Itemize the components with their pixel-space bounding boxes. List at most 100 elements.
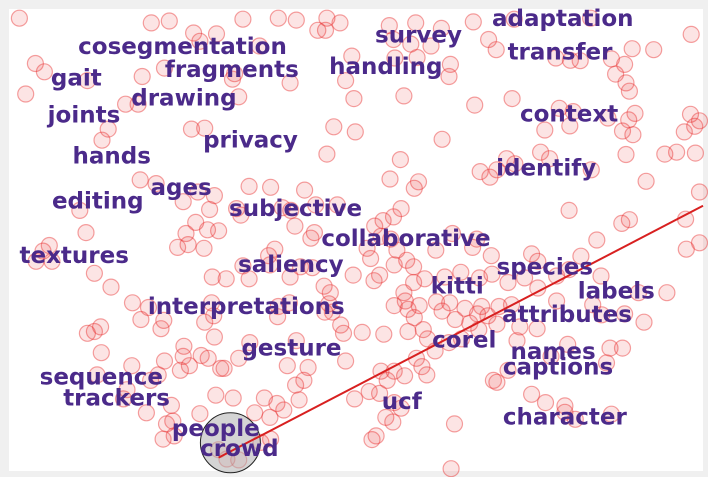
data-point <box>384 208 403 226</box>
data-point <box>464 238 482 256</box>
data-point <box>92 344 110 362</box>
data-point <box>303 259 321 277</box>
data-point <box>629 284 648 302</box>
data-point <box>602 50 621 68</box>
word-label: fragments <box>165 57 299 83</box>
data-point <box>232 206 250 224</box>
data-point <box>572 247 590 265</box>
data-point <box>196 119 214 137</box>
data-point <box>10 9 28 27</box>
data-point <box>346 390 364 408</box>
data-point <box>154 430 172 448</box>
word-label: adaptation <box>492 6 634 32</box>
data-point <box>381 170 399 188</box>
data-point <box>536 394 555 412</box>
data-point <box>378 371 396 389</box>
data-point <box>410 297 428 315</box>
data-point <box>307 196 325 214</box>
data-point <box>418 366 436 384</box>
data-point <box>480 30 498 49</box>
word-label: ucf <box>382 389 423 415</box>
data-point <box>488 373 506 391</box>
data-point <box>160 12 178 30</box>
data-point <box>93 131 111 149</box>
data-point <box>363 431 381 449</box>
data-point <box>287 11 305 29</box>
data-point <box>667 143 686 161</box>
data-point <box>147 175 165 193</box>
word-label: character <box>503 404 628 430</box>
word-label: sequence <box>40 365 163 391</box>
data-point <box>157 415 176 433</box>
data-point <box>620 82 639 100</box>
data-point <box>169 238 187 256</box>
data-point <box>529 252 547 270</box>
data-point <box>452 263 470 281</box>
data-point <box>281 268 299 286</box>
data-point <box>99 120 117 138</box>
data-point <box>155 311 173 329</box>
data-point <box>315 277 333 295</box>
word-labels: adaptation survey cosegmentation transfer fr… <box>19 6 654 462</box>
word-label: handling <box>329 54 442 80</box>
data-point <box>246 404 264 422</box>
data-point <box>240 270 258 288</box>
data-point <box>407 14 425 32</box>
data-point <box>228 200 246 218</box>
word-label: interpretations <box>148 294 345 320</box>
data-point <box>385 256 403 274</box>
data-point <box>522 245 541 263</box>
data-point <box>27 252 45 270</box>
data-point <box>175 337 193 355</box>
data-point <box>656 145 674 163</box>
data-point <box>601 339 619 357</box>
data-point <box>273 199 291 217</box>
data-point <box>71 201 89 219</box>
data-point <box>593 306 611 324</box>
data-point <box>422 37 440 55</box>
data-point <box>506 155 524 173</box>
highlight-circle <box>199 412 261 474</box>
data-point <box>441 55 459 74</box>
data-point <box>212 359 230 377</box>
data-point <box>432 19 450 37</box>
data-point <box>366 217 384 235</box>
data-point <box>367 427 385 445</box>
data-point <box>358 239 376 257</box>
data-point <box>405 179 423 197</box>
data-point <box>205 307 223 325</box>
data-point <box>617 74 635 92</box>
data-point <box>386 49 404 67</box>
data-point <box>240 177 258 195</box>
word-label: crowd <box>200 436 279 462</box>
data-point <box>91 318 110 336</box>
word-label: collaborative <box>321 226 490 252</box>
data-point <box>658 284 676 302</box>
data-point <box>114 390 133 408</box>
data-point <box>269 9 287 27</box>
data-point <box>296 181 314 199</box>
data-point <box>482 247 500 265</box>
data-point <box>118 381 136 399</box>
data-point <box>123 294 142 312</box>
data-point <box>613 339 632 357</box>
data-point <box>261 256 279 274</box>
word-label: ages <box>150 175 211 201</box>
data-point <box>635 313 653 331</box>
data-point <box>269 308 287 326</box>
data-point <box>295 371 313 389</box>
data-point <box>217 270 235 288</box>
data-point <box>542 347 560 365</box>
data-point <box>592 267 610 285</box>
data-point <box>508 332 526 350</box>
data-point <box>137 404 155 422</box>
data-point <box>305 224 323 242</box>
data-point <box>325 118 343 136</box>
data-point <box>433 302 451 320</box>
data-point <box>268 394 286 413</box>
data-point <box>34 242 52 260</box>
data-point <box>250 37 269 55</box>
data-point <box>615 305 634 323</box>
data-point <box>620 111 638 129</box>
data-point <box>85 264 104 282</box>
